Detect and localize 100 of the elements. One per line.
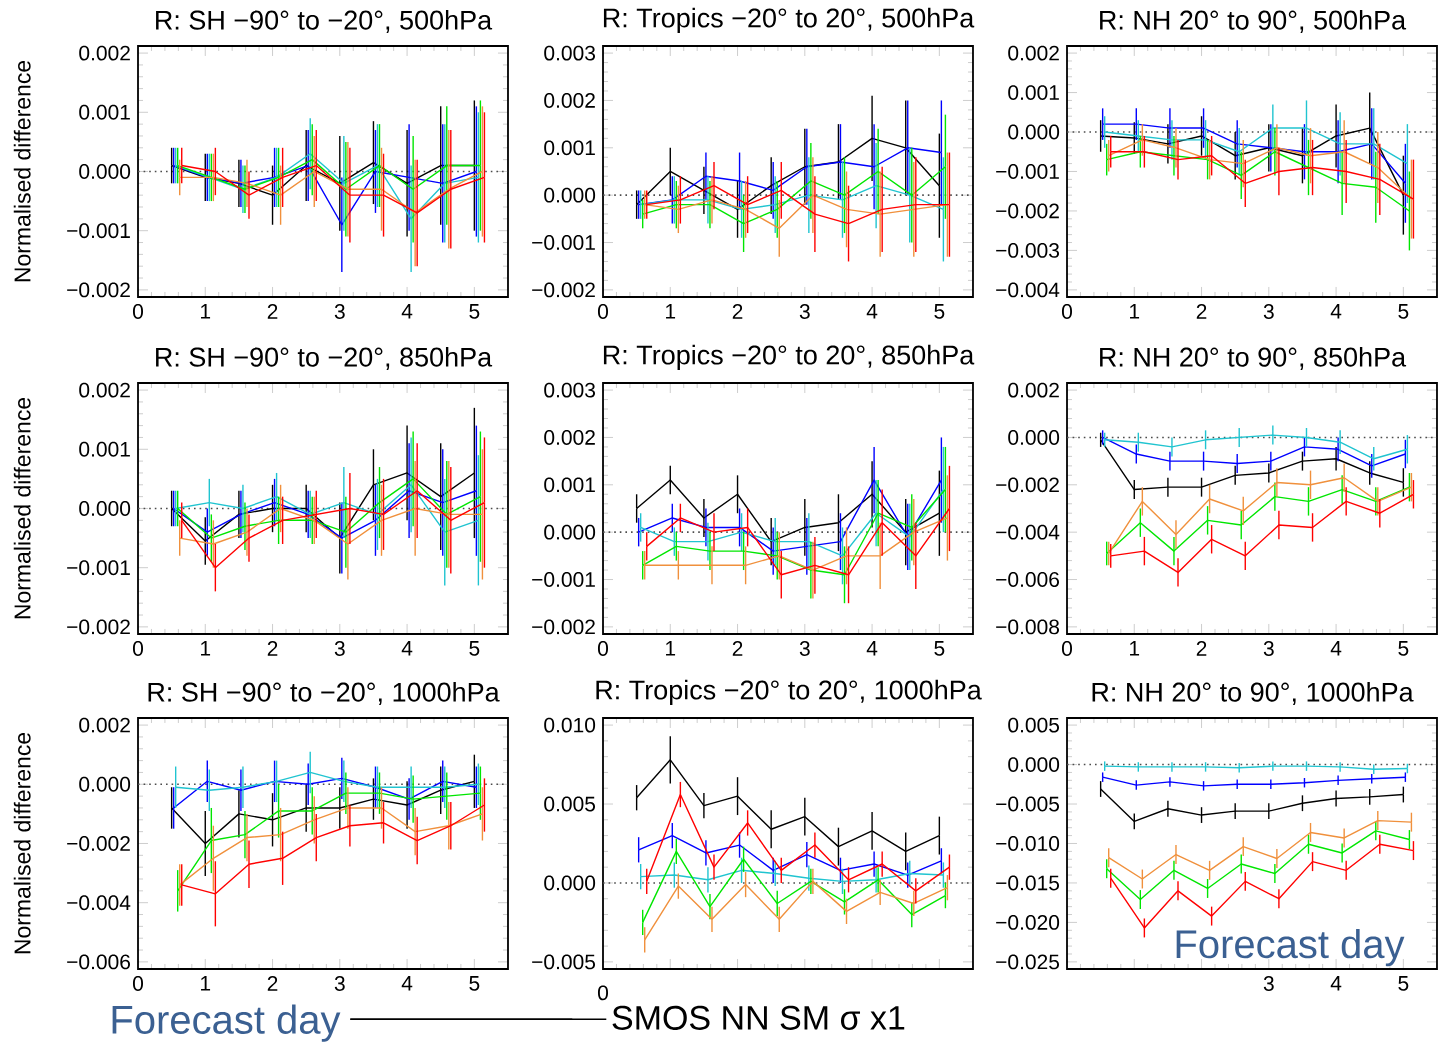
- x-tick-label: 0: [132, 304, 144, 319]
- y-tick-label: 0.000: [79, 501, 131, 516]
- y-tick-label: −0.005: [996, 796, 1060, 812]
- y-tick-label: 0.001: [79, 104, 130, 120]
- y-tick-label: 0.002: [544, 93, 595, 108]
- x-tick-label: 3: [334, 304, 345, 319]
- x-tick-label: 3: [334, 976, 345, 991]
- x-tick-label: 1: [201, 976, 211, 991]
- x-tick-label: 4: [401, 304, 413, 319]
- y-tick-label: 0.002: [544, 430, 595, 445]
- y-tick-label: −0.001: [532, 235, 595, 250]
- x-tick-label: 5: [1398, 641, 1409, 656]
- x-tick-label: 5: [1398, 976, 1409, 991]
- y-tick-label: −0.003: [996, 242, 1060, 258]
- y-tick-label: −0.002: [67, 836, 130, 851]
- x-tick-label: 5: [469, 976, 480, 991]
- y-tick-label: −0.004: [67, 895, 131, 911]
- y-tick-label: 0.005: [1008, 717, 1060, 733]
- y-axis-title: Normalised difference: [13, 732, 31, 954]
- y-tick-label: 0.000: [544, 875, 596, 891]
- y-tick-label: −0.002: [67, 619, 130, 635]
- y-tick-label: −0.001: [67, 223, 130, 239]
- y-axis-title: Normalised difference: [13, 397, 31, 619]
- x-axis-title: Forecast day: [112, 1004, 341, 1042]
- y-tick-label: −0.002: [996, 477, 1059, 493]
- x-tick-label: 2: [267, 976, 278, 991]
- y-tick-label: −0.025: [996, 954, 1060, 970]
- chart-title: R: SH −90° to −20°, 500hPa: [156, 9, 493, 33]
- y-tick-label: 0.001: [79, 441, 130, 457]
- x-tick-label: 3: [1263, 976, 1274, 991]
- x-tick-label: 4: [1330, 641, 1342, 656]
- y-tick-label: −0.001: [996, 164, 1059, 179]
- x-tick-label: 1: [666, 304, 676, 319]
- y-tick-label: 0.000: [1008, 124, 1060, 140]
- x-tick-label: 4: [401, 976, 413, 991]
- x-tick-label: 2: [732, 304, 743, 319]
- y-tick-label: 0.000: [544, 524, 596, 540]
- y-tick-label: −0.010: [996, 836, 1060, 851]
- y-axis-title: Normalised difference: [13, 60, 31, 282]
- x-tick-label: 5: [469, 304, 480, 319]
- y-tick-label: 0.000: [1008, 430, 1060, 445]
- y-tick-label: −0.001: [67, 560, 130, 576]
- y-tick-label: −0.006: [67, 954, 131, 970]
- x-tick-label: 4: [401, 641, 413, 656]
- x-tick-label: 5: [1398, 304, 1409, 319]
- x-tick-label: 2: [267, 304, 278, 319]
- y-tick-label: 0.000: [1008, 757, 1060, 772]
- x-tick-label: 0: [132, 976, 144, 991]
- x-tick-label: 3: [799, 641, 810, 656]
- x-tick-label: 0: [1061, 641, 1073, 656]
- x-tick-label: 1: [201, 304, 211, 319]
- x-tick-label: 3: [334, 641, 345, 656]
- x-tick-label: 1: [1130, 304, 1140, 319]
- x-tick-label: 3: [1263, 304, 1274, 319]
- x-tick-label: 2: [732, 641, 743, 656]
- y-tick-label: 0.001: [1008, 85, 1059, 100]
- text: SMOS NN SM σ x1: [612, 1005, 905, 1030]
- x-tick-label: 4: [866, 304, 878, 319]
- y-tick-label: −0.006: [996, 572, 1060, 587]
- x-tick-label: 1: [666, 641, 676, 656]
- y-tick-label: −0.002: [67, 282, 130, 298]
- x-tick-label: 0: [1061, 304, 1073, 319]
- chart-title: R: NH 20° to 90°, 1000hPa: [1092, 681, 1414, 705]
- y-tick-label: −0.020: [996, 915, 1060, 930]
- x-tick-label: 5: [934, 641, 945, 656]
- y-tick-label: 0.000: [79, 776, 131, 792]
- x-tick-label: 0: [132, 641, 144, 656]
- x-tick-label: 3: [1263, 641, 1274, 656]
- chart-title: R: Tropics −20° to 20°, 850hPa: [603, 344, 975, 370]
- x-tick-label: 0: [597, 304, 609, 319]
- y-tick-label: 0.003: [544, 382, 596, 398]
- chart-title: R: NH 20° to 90°, 500hPa: [1100, 9, 1407, 33]
- x-tick-label: 4: [1330, 976, 1342, 991]
- x-tick-label: 2: [1196, 641, 1207, 656]
- chart-title: R: SH −90° to −20°, 1000hPa: [148, 681, 500, 705]
- x-tick-label: 5: [934, 304, 945, 319]
- x-tick-label: 4: [1330, 304, 1342, 319]
- chart-title: R: SH −90° to −20°, 850hPa: [156, 346, 493, 370]
- y-tick-label: 0.002: [1008, 382, 1059, 398]
- y-tick-label: 0.001: [544, 140, 595, 156]
- y-tick-label: 0.002: [79, 45, 130, 61]
- x-tick-label: 4: [866, 641, 878, 656]
- x-tick-label: 3: [799, 304, 810, 319]
- y-tick-label: −0.004: [996, 282, 1060, 298]
- x-tick-label: 1: [1130, 641, 1140, 656]
- y-tick-label: −0.004: [996, 524, 1060, 540]
- chart-title: R: Tropics −20° to 20°, 1000hPa: [596, 679, 982, 705]
- chart-title: R: Tropics −20° to 20°, 500hPa: [603, 7, 975, 33]
- y-tick-label: −0.002: [996, 203, 1059, 219]
- y-tick-label: −0.002: [532, 282, 595, 298]
- x-tick-label: 5: [469, 641, 480, 656]
- y-tick-label: 0.000: [79, 164, 131, 179]
- y-tick-label: 0.003: [544, 45, 596, 61]
- chart-title: R: NH 20° to 90°, 850hPa: [1100, 346, 1407, 370]
- x-axis-title: Forecast day: [1176, 929, 1405, 967]
- y-tick-label: 0.002: [79, 382, 130, 398]
- x-tick-label: 2: [267, 641, 278, 656]
- y-tick-label: 0.001: [544, 477, 595, 493]
- y-tick-label: −0.005: [532, 954, 596, 970]
- y-tick-label: −0.001: [532, 572, 595, 587]
